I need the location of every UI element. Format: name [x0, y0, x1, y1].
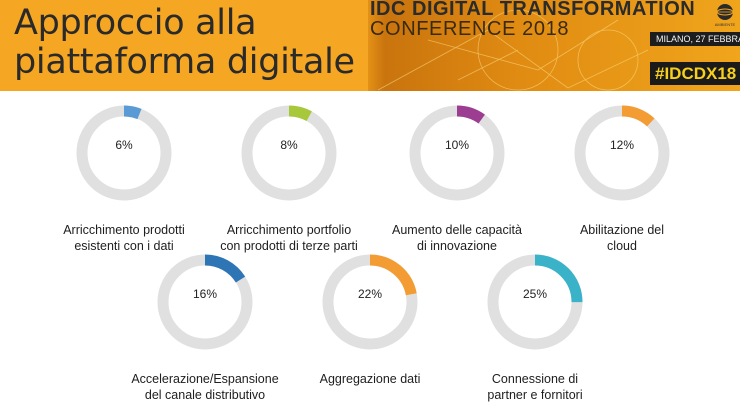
donut-value-2: 8% [280, 138, 298, 152]
page-title: Approccio alla piattaforma digitale [14, 4, 364, 82]
donut-label-line: con prodotti di terze parti [220, 239, 358, 253]
place-date: MILANO, 27 FEBBRAIO [650, 32, 740, 46]
globe-icon [716, 4, 734, 20]
donut-7: 25% [487, 254, 583, 350]
donut-value-4: 12% [610, 138, 634, 152]
donut-label-line: Arricchimento prodotti [63, 223, 185, 237]
donut-value-3: 10% [445, 138, 469, 152]
donut-label-1: Arricchimento prodotti esistenti con i da… [39, 222, 209, 254]
title-panel: Approccio alla piattaforma digitale [0, 0, 368, 91]
donut-label-4: Abilitazione del cloud [537, 222, 707, 254]
donut-value-5: 16% [193, 287, 217, 301]
donut-arc-2 [241, 105, 337, 201]
donut-chart-grid: 6% Arricchimento prodotti esistenti con i … [0, 91, 740, 409]
donut-label-line: di innovazione [417, 239, 497, 253]
donut-label-2: Arricchimento portfolio con prodotti di t… [204, 222, 374, 254]
network-graphic [377, 9, 649, 91]
donut-label-line: Aumento delle capacità [392, 223, 522, 237]
donut-track-2 [241, 105, 337, 201]
donut-1: 6% [76, 105, 172, 201]
donut-label-6: Aggregazione dati [285, 371, 455, 387]
conference-title: IDC DIGITAL TRANSFORMATION [370, 0, 696, 20]
donut-arc-5 [157, 254, 253, 350]
donut-label-line: Accelerazione/Espansione [131, 372, 279, 386]
donut-label-line: del canale distributivo [144, 388, 266, 402]
donut-value-7: 25% [523, 287, 547, 301]
title-line-1: Approccio alla [14, 3, 257, 43]
donut-arc-3 [409, 105, 505, 201]
donut-arc-7 [487, 254, 583, 350]
donut-label-7: Connessione di partner e fornitori [450, 371, 620, 403]
donut-2: 8% [241, 105, 337, 201]
donut-label-3: Aumento delle capacità di innovazione [372, 222, 542, 254]
donut-value-6: 22% [358, 287, 382, 301]
logo-text: AMBIENTE [714, 22, 736, 27]
donut-6: 22% [322, 254, 418, 350]
donut-5: 16% [157, 254, 253, 350]
donut-label-line: Aggregazione dati [319, 372, 421, 386]
title-line-2: piattaforma digitale [14, 42, 355, 82]
donut-arc-6 [322, 254, 418, 350]
donut-arc-4 [574, 105, 670, 201]
donut-4: 12% [574, 105, 670, 201]
donut-track-3 [409, 105, 505, 201]
donut-label-line: Connessione di [491, 372, 579, 386]
donut-3: 10% [409, 105, 505, 201]
donut-value-1: 6% [115, 138, 133, 152]
hashtag: #IDCDX18 [650, 62, 740, 85]
donut-arc-1 [76, 105, 172, 201]
header-banner: Approccio alla piattaforma digitale IDC … [0, 0, 740, 91]
donut-track-4 [574, 105, 670, 201]
donut-label-line: Abilitazione del [579, 223, 665, 237]
conference-panel: IDC DIGITAL TRANSFORMATION CONFERENCE 20… [368, 0, 740, 91]
donut-label-line: esistenti con i dati [74, 239, 174, 253]
donut-label-line: cloud [607, 239, 637, 253]
donut-label-5: Accelerazione/Espansione del canale distr… [120, 371, 290, 403]
donut-track-1 [76, 105, 172, 201]
conference-subtitle: CONFERENCE 2018 [370, 18, 570, 40]
donut-label-line: partner e fornitori [487, 388, 583, 402]
donut-label-line: Arricchimento portfolio [226, 223, 352, 237]
